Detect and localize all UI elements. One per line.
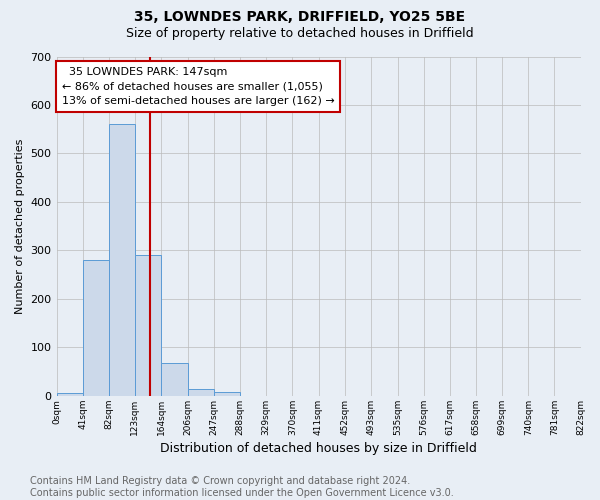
Bar	[109, 124, 135, 396]
X-axis label: Distribution of detached houses by size in Driffield: Distribution of detached houses by size …	[160, 442, 477, 455]
Text: Size of property relative to detached houses in Driffield: Size of property relative to detached ho…	[126, 28, 474, 40]
Bar	[56, 394, 83, 396]
Bar	[135, 256, 161, 396]
Bar	[83, 260, 109, 396]
Text: 35 LOWNDES PARK: 147sqm
← 86% of detached houses are smaller (1,055)
13% of semi: 35 LOWNDES PARK: 147sqm ← 86% of detache…	[62, 66, 335, 106]
Text: 35, LOWNDES PARK, DRIFFIELD, YO25 5BE: 35, LOWNDES PARK, DRIFFIELD, YO25 5BE	[134, 10, 466, 24]
Text: Contains HM Land Registry data © Crown copyright and database right 2024.
Contai: Contains HM Land Registry data © Crown c…	[30, 476, 454, 498]
Bar	[214, 392, 240, 396]
Y-axis label: Number of detached properties: Number of detached properties	[15, 138, 25, 314]
Bar	[188, 389, 214, 396]
Bar	[161, 363, 188, 396]
